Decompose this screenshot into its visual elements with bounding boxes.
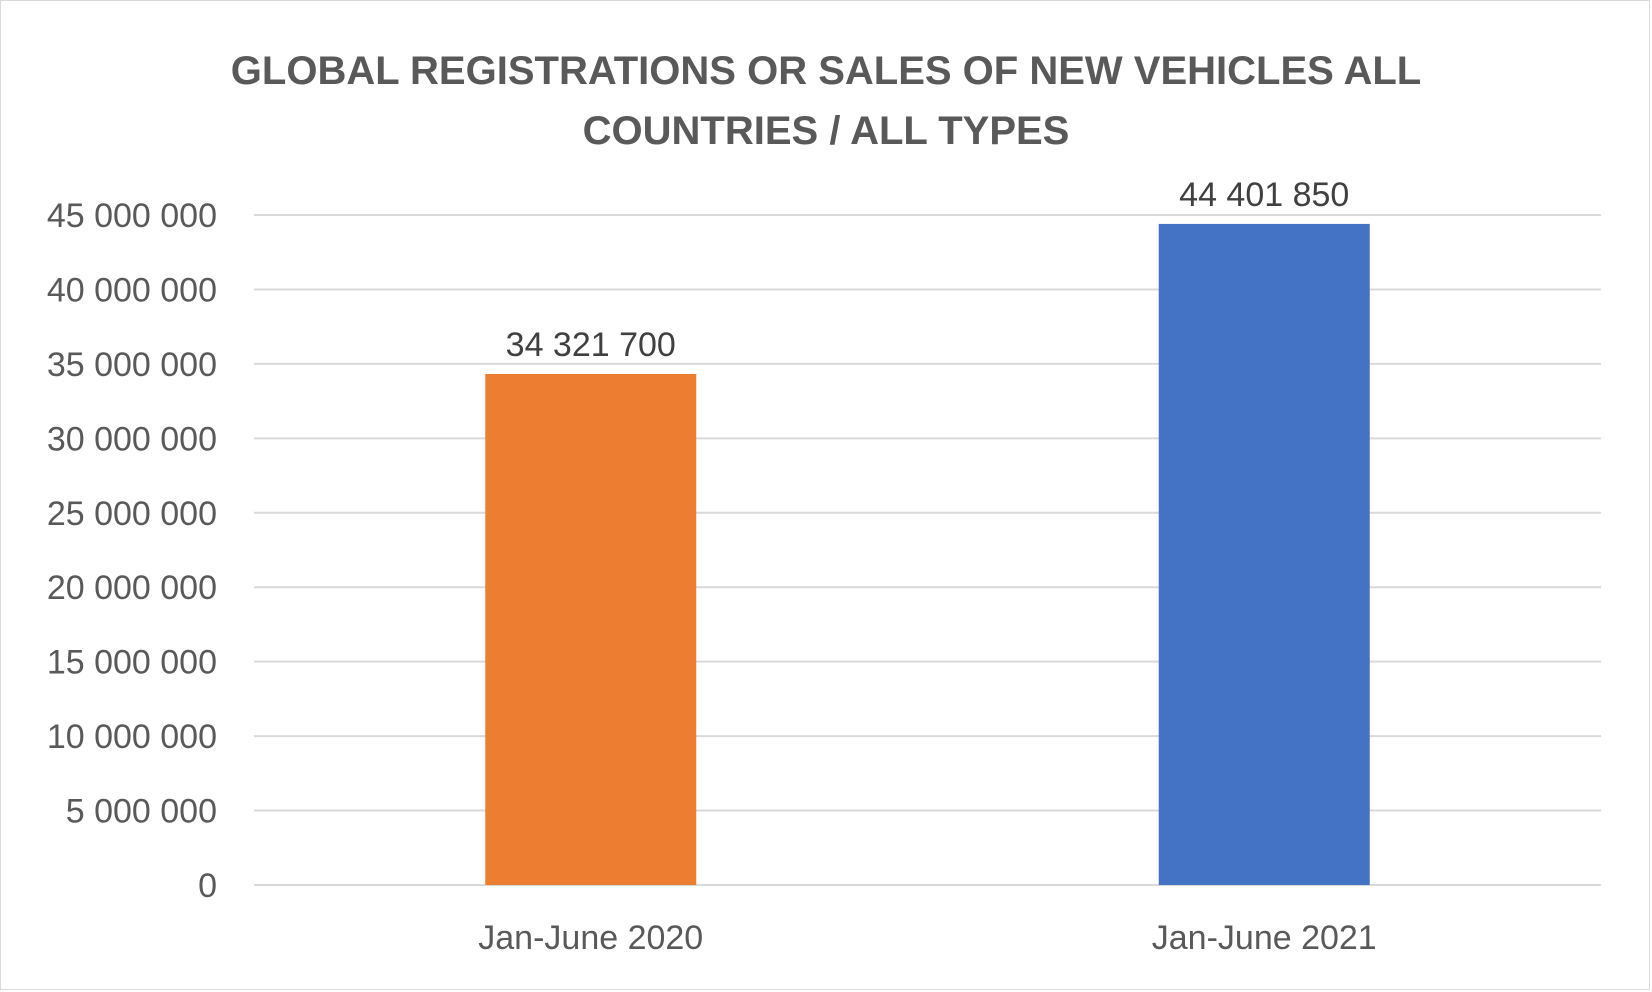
data-labels: 34 321 700 44 401 850	[506, 176, 1350, 364]
y-tick-label: 10 000 000	[47, 718, 217, 756]
x-tick-label: Jan-June 2020	[478, 919, 703, 957]
y-tick-label: 15 000 000	[47, 644, 217, 682]
y-tick-label: 20 000 000	[47, 569, 217, 607]
y-tick-label: 35 000 000	[47, 346, 217, 384]
y-tick-label: 5 000 000	[66, 793, 217, 831]
y-gridlines	[254, 214, 1601, 886]
bar-2	[1158, 223, 1370, 886]
data-label: 34 321 700	[506, 326, 676, 364]
y-axis-tick-labels: 0 5 000 000 10 000 000 15 000 000 20 000 000…	[47, 197, 217, 905]
bar-1	[485, 373, 697, 885]
y-tick-label: 30 000 000	[47, 420, 217, 458]
x-tick-label: Jan-June 2021	[1152, 919, 1377, 957]
y-tick-label: 40 000 000	[47, 271, 217, 309]
chart-title-line-1: GLOBAL REGISTRATIONS OR SALES OF NEW VEH…	[231, 49, 1421, 93]
y-tick-label: 45 000 000	[47, 197, 217, 235]
chart-title-line-2: COUNTRIES / ALL TYPES	[583, 109, 1070, 153]
y-tick-label: 25 000 000	[47, 495, 217, 533]
chart-title: GLOBAL REGISTRATIONS OR SALES OF NEW VEH…	[231, 49, 1421, 153]
bars	[485, 223, 1370, 886]
y-tick-label: 0	[198, 867, 217, 905]
x-axis-tick-labels: Jan-June 2020 Jan-June 2021	[478, 919, 1376, 957]
data-label: 44 401 850	[1179, 176, 1349, 214]
